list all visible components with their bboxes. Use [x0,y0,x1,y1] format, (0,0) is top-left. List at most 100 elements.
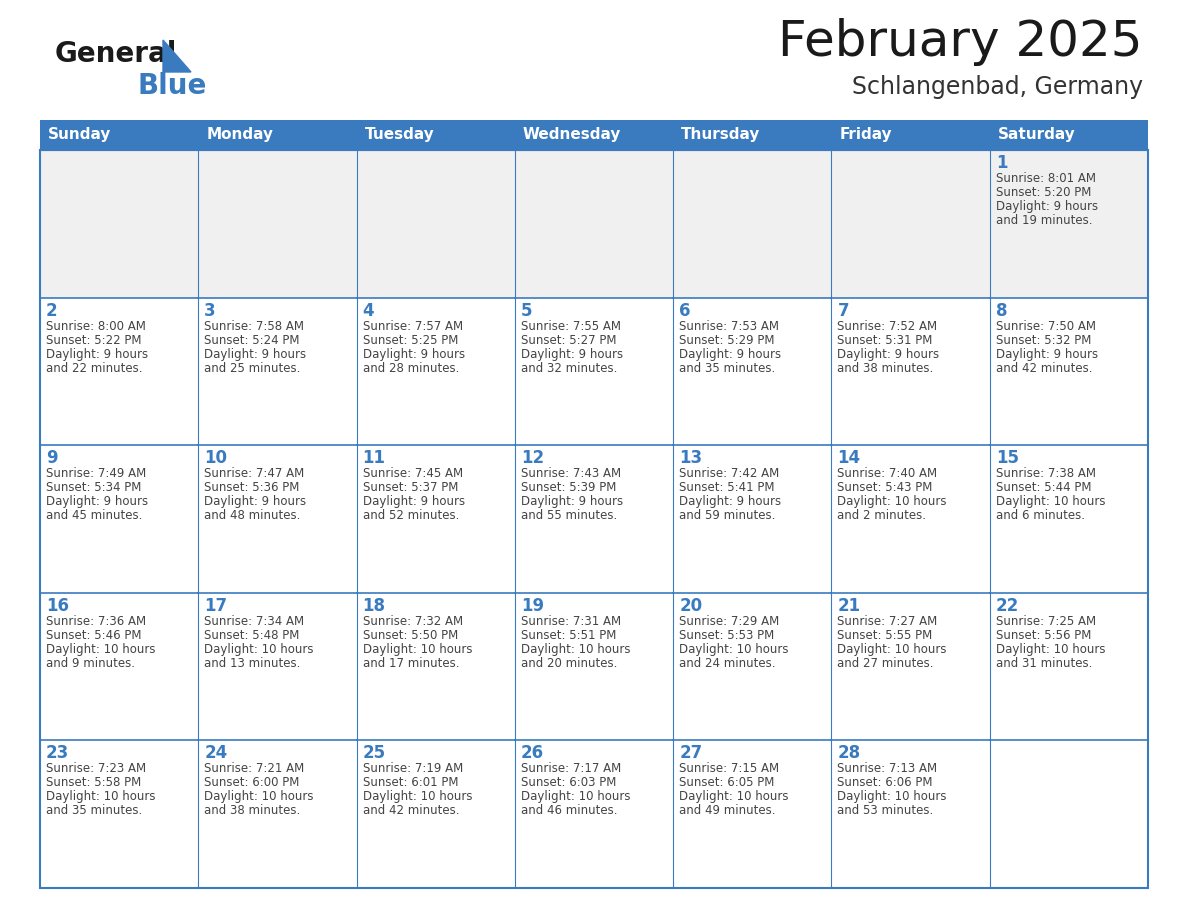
Text: Daylight: 10 hours: Daylight: 10 hours [520,643,631,655]
Text: Sunset: 5:48 PM: Sunset: 5:48 PM [204,629,299,642]
Text: Daylight: 10 hours: Daylight: 10 hours [680,643,789,655]
Text: and 19 minutes.: and 19 minutes. [996,214,1092,227]
Text: Sunrise: 7:21 AM: Sunrise: 7:21 AM [204,763,304,776]
Text: Wednesday: Wednesday [523,128,621,142]
Text: Daylight: 10 hours: Daylight: 10 hours [838,790,947,803]
Text: Daylight: 9 hours: Daylight: 9 hours [996,200,1098,213]
Text: Sunrise: 7:45 AM: Sunrise: 7:45 AM [362,467,462,480]
Text: Daylight: 9 hours: Daylight: 9 hours [362,495,465,509]
Text: Sunrise: 7:50 AM: Sunrise: 7:50 AM [996,319,1095,332]
Text: Sunrise: 7:32 AM: Sunrise: 7:32 AM [362,615,462,628]
Bar [514,741,674,888]
Text: 14: 14 [838,449,860,467]
Text: Sunset: 5:55 PM: Sunset: 5:55 PM [838,629,933,642]
Text: 25: 25 [362,744,386,763]
Bar [832,593,990,741]
Bar [674,741,832,888]
Text: Sunrise: 7:29 AM: Sunrise: 7:29 AM [680,615,779,628]
Text: and 31 minutes.: and 31 minutes. [996,656,1092,670]
Text: Sunrise: 7:27 AM: Sunrise: 7:27 AM [838,615,937,628]
Bar [198,593,356,741]
Text: and 17 minutes.: and 17 minutes. [362,656,459,670]
Text: Daylight: 9 hours: Daylight: 9 hours [362,348,465,361]
Text: Sunset: 5:51 PM: Sunset: 5:51 PM [520,629,617,642]
Text: Sunset: 5:27 PM: Sunset: 5:27 PM [520,333,617,347]
Bar [674,297,832,445]
Bar [514,445,674,593]
Text: Sunset: 6:03 PM: Sunset: 6:03 PM [520,777,617,789]
Text: 5: 5 [520,302,532,319]
Bar [514,297,674,445]
Text: Daylight: 10 hours: Daylight: 10 hours [362,643,472,655]
Text: 4: 4 [362,302,374,319]
Text: Daylight: 9 hours: Daylight: 9 hours [204,348,307,361]
Text: 2: 2 [46,302,58,319]
Bar [832,445,990,593]
Bar [198,297,356,445]
Text: 11: 11 [362,449,386,467]
Text: 12: 12 [520,449,544,467]
Bar [198,445,356,593]
Bar [990,297,1148,445]
Text: Monday: Monday [207,128,273,142]
Text: Daylight: 10 hours: Daylight: 10 hours [838,643,947,655]
Text: Sunrise: 7:17 AM: Sunrise: 7:17 AM [520,763,621,776]
Bar [990,150,1148,297]
Text: Daylight: 9 hours: Daylight: 9 hours [46,348,148,361]
Text: 21: 21 [838,597,860,615]
Text: and 49 minutes.: and 49 minutes. [680,804,776,817]
Text: Sunrise: 7:49 AM: Sunrise: 7:49 AM [46,467,146,480]
Text: 8: 8 [996,302,1007,319]
Text: Sunrise: 7:55 AM: Sunrise: 7:55 AM [520,319,621,332]
Text: 13: 13 [680,449,702,467]
Text: 27: 27 [680,744,702,763]
Text: and 13 minutes.: and 13 minutes. [204,656,301,670]
Text: Daylight: 10 hours: Daylight: 10 hours [520,790,631,803]
Text: Sunrise: 7:42 AM: Sunrise: 7:42 AM [680,467,779,480]
Text: Daylight: 10 hours: Daylight: 10 hours [996,643,1105,655]
Text: and 35 minutes.: and 35 minutes. [46,804,143,817]
Text: Sunset: 6:05 PM: Sunset: 6:05 PM [680,777,775,789]
Text: and 27 minutes.: and 27 minutes. [838,656,934,670]
Bar [514,150,674,297]
Text: Sunset: 5:39 PM: Sunset: 5:39 PM [520,481,617,494]
Text: Sunset: 5:24 PM: Sunset: 5:24 PM [204,333,299,347]
Text: 7: 7 [838,302,849,319]
Text: Tuesday: Tuesday [365,128,435,142]
Text: and 9 minutes.: and 9 minutes. [46,656,135,670]
Text: Sunset: 5:25 PM: Sunset: 5:25 PM [362,333,457,347]
Text: Daylight: 9 hours: Daylight: 9 hours [520,348,623,361]
Text: Daylight: 10 hours: Daylight: 10 hours [362,790,472,803]
Text: Sunset: 5:31 PM: Sunset: 5:31 PM [838,333,933,347]
Bar [198,741,356,888]
Text: and 6 minutes.: and 6 minutes. [996,509,1085,522]
Text: and 25 minutes.: and 25 minutes. [204,362,301,375]
Text: and 28 minutes.: and 28 minutes. [362,362,459,375]
Text: Friday: Friday [840,128,892,142]
Bar [674,593,832,741]
Text: and 32 minutes.: and 32 minutes. [520,362,618,375]
Bar [674,445,832,593]
Bar [40,445,198,593]
Bar [832,150,990,297]
Bar [40,120,1148,150]
Text: Sunset: 5:22 PM: Sunset: 5:22 PM [46,333,141,347]
Text: Daylight: 10 hours: Daylight: 10 hours [680,790,789,803]
Text: Sunrise: 7:13 AM: Sunrise: 7:13 AM [838,763,937,776]
Text: Sunset: 5:53 PM: Sunset: 5:53 PM [680,629,775,642]
Text: Sunrise: 7:47 AM: Sunrise: 7:47 AM [204,467,304,480]
Text: Sunrise: 7:31 AM: Sunrise: 7:31 AM [520,615,621,628]
Text: Sunrise: 7:36 AM: Sunrise: 7:36 AM [46,615,146,628]
Text: 3: 3 [204,302,216,319]
Bar [356,445,514,593]
Text: Sunrise: 7:43 AM: Sunrise: 7:43 AM [520,467,621,480]
Text: Sunset: 5:43 PM: Sunset: 5:43 PM [838,481,933,494]
Text: Sunset: 5:34 PM: Sunset: 5:34 PM [46,481,141,494]
Text: and 52 minutes.: and 52 minutes. [362,509,459,522]
Text: Sunrise: 7:34 AM: Sunrise: 7:34 AM [204,615,304,628]
Text: 17: 17 [204,597,227,615]
Text: Daylight: 9 hours: Daylight: 9 hours [996,348,1098,361]
Text: Daylight: 10 hours: Daylight: 10 hours [46,790,156,803]
Text: Sunday: Sunday [48,128,112,142]
Text: Sunrise: 8:01 AM: Sunrise: 8:01 AM [996,172,1095,185]
